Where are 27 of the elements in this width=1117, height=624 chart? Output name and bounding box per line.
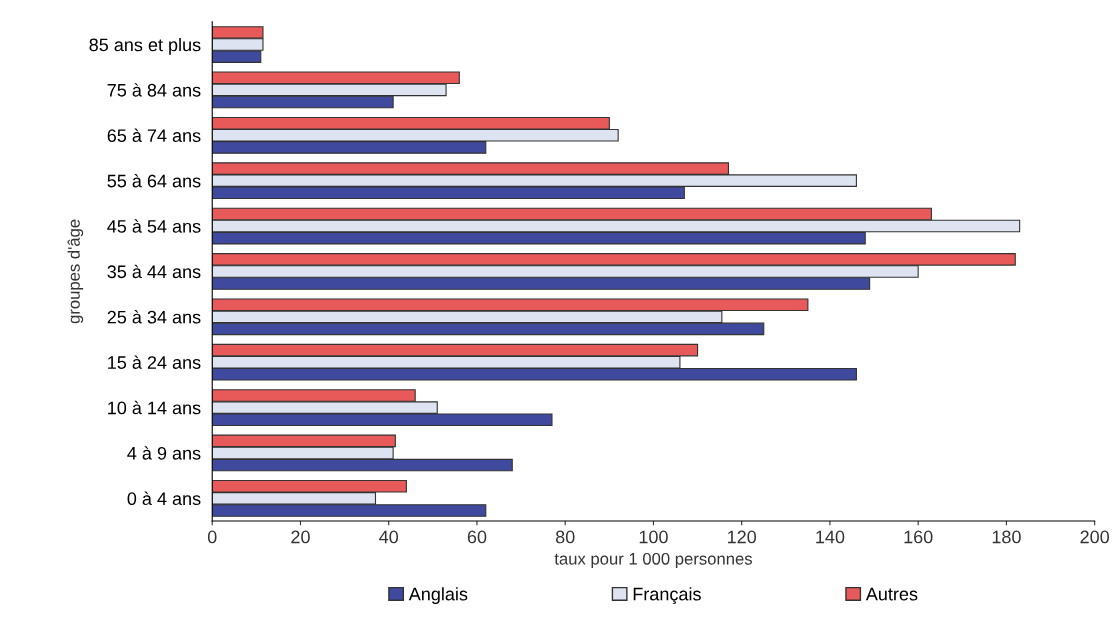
y-tick-label: 65 à 74 ans [107, 128, 201, 143]
x-tick-label: 0 [207, 530, 217, 544]
y-tick-label: 0 à 4 ans [127, 491, 201, 506]
x-tick-label: 60 [467, 530, 487, 544]
x-tick-label: 100 [639, 530, 668, 544]
x-tick-label: 80 [555, 530, 575, 544]
y-tick-label: 35 à 44 ans [107, 264, 201, 279]
y-tick-label: 75 à 84 ans [107, 83, 201, 97]
y-tick-label: 15 à 24 ans [108, 355, 201, 369]
legend-label: Français [633, 587, 701, 605]
x-tick-label: 160 [904, 530, 933, 544]
y-tick-label: 4 à 9 ans [127, 446, 201, 460]
y-tick-label: 25 à 34 ans [107, 310, 201, 324]
x-tick-label: 20 [291, 530, 310, 544]
x-tick-label: 120 [728, 530, 757, 544]
x-tick-label: 140 [816, 530, 845, 544]
legend-label: Autres [865, 587, 918, 601]
x-tick-label: 40 [379, 530, 399, 544]
legend-label: Anglais [408, 587, 468, 605]
y-tick-label: 45 à 54 ans [107, 219, 201, 233]
y-tick-label: 10 à 14 ans [108, 400, 201, 415]
y-tick-label: 85 ans et plus [89, 37, 201, 55]
x-axis-title: taux pour 1 000 personnes [554, 552, 752, 568]
x-tick-label: 180 [992, 530, 1021, 544]
x-tick-label: 200 [1080, 530, 1110, 544]
y-tick-label: 55 à 64 ans [107, 173, 201, 188]
y-axis-title: groupes d'âge [67, 219, 84, 324]
